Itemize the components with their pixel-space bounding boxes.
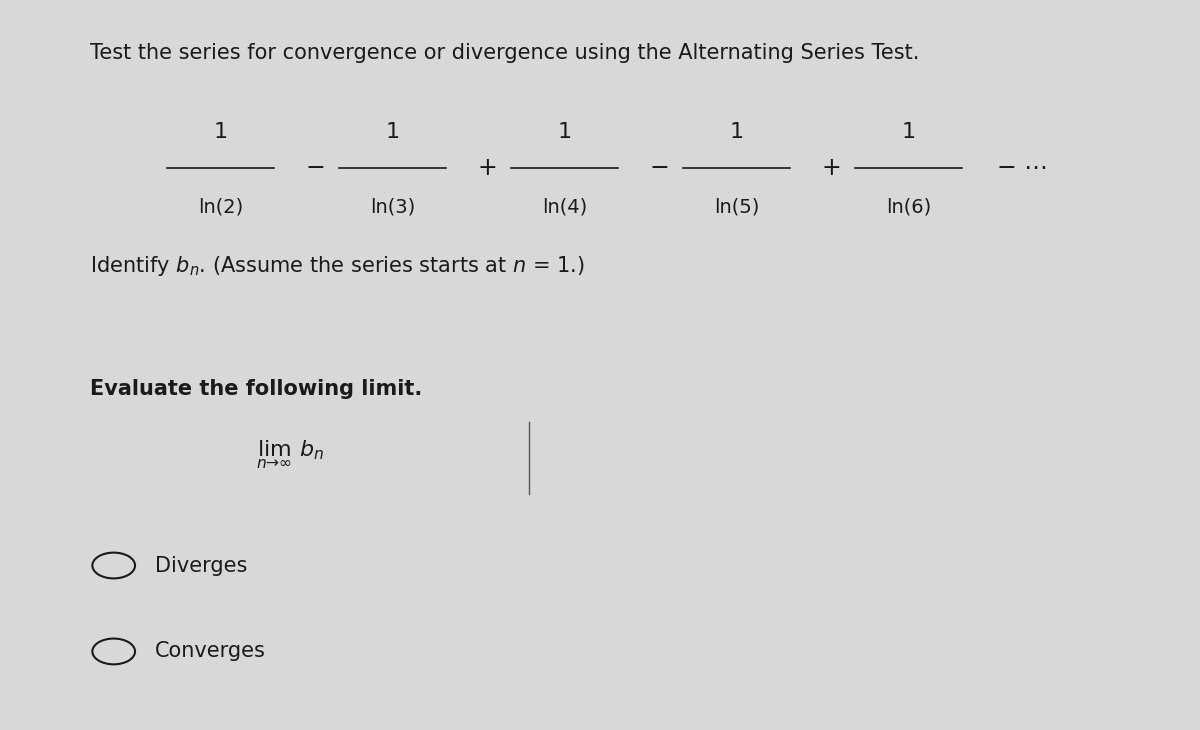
Text: 1: 1 [901, 122, 916, 142]
Text: −: − [649, 156, 670, 180]
Text: ln(3): ln(3) [370, 197, 415, 216]
Text: ln(6): ln(6) [886, 197, 931, 216]
Text: ln(4): ln(4) [541, 197, 587, 216]
Text: 1: 1 [730, 122, 744, 142]
Text: Diverges: Diverges [155, 556, 247, 575]
Text: $\lim_{n\to\infty}\ b_n$: $\lim_{n\to\infty}\ b_n$ [256, 438, 324, 471]
Text: +: + [478, 156, 497, 180]
Text: 1: 1 [214, 122, 228, 142]
Text: − ⋯: − ⋯ [997, 156, 1049, 180]
Text: ln(5): ln(5) [714, 197, 760, 216]
Text: 1: 1 [557, 122, 571, 142]
Text: Test the series for convergence or divergence using the Alternating Series Test.: Test the series for convergence or diver… [90, 43, 919, 63]
Text: Converges: Converges [155, 642, 266, 661]
Text: 1: 1 [385, 122, 400, 142]
Text: −: − [306, 156, 325, 180]
Text: Evaluate the following limit.: Evaluate the following limit. [90, 380, 422, 399]
Text: +: + [822, 156, 841, 180]
Text: Identify $b_n$. (Assume the series starts at $n$ = 1.): Identify $b_n$. (Assume the series start… [90, 254, 584, 278]
Text: ln(2): ln(2) [198, 197, 244, 216]
